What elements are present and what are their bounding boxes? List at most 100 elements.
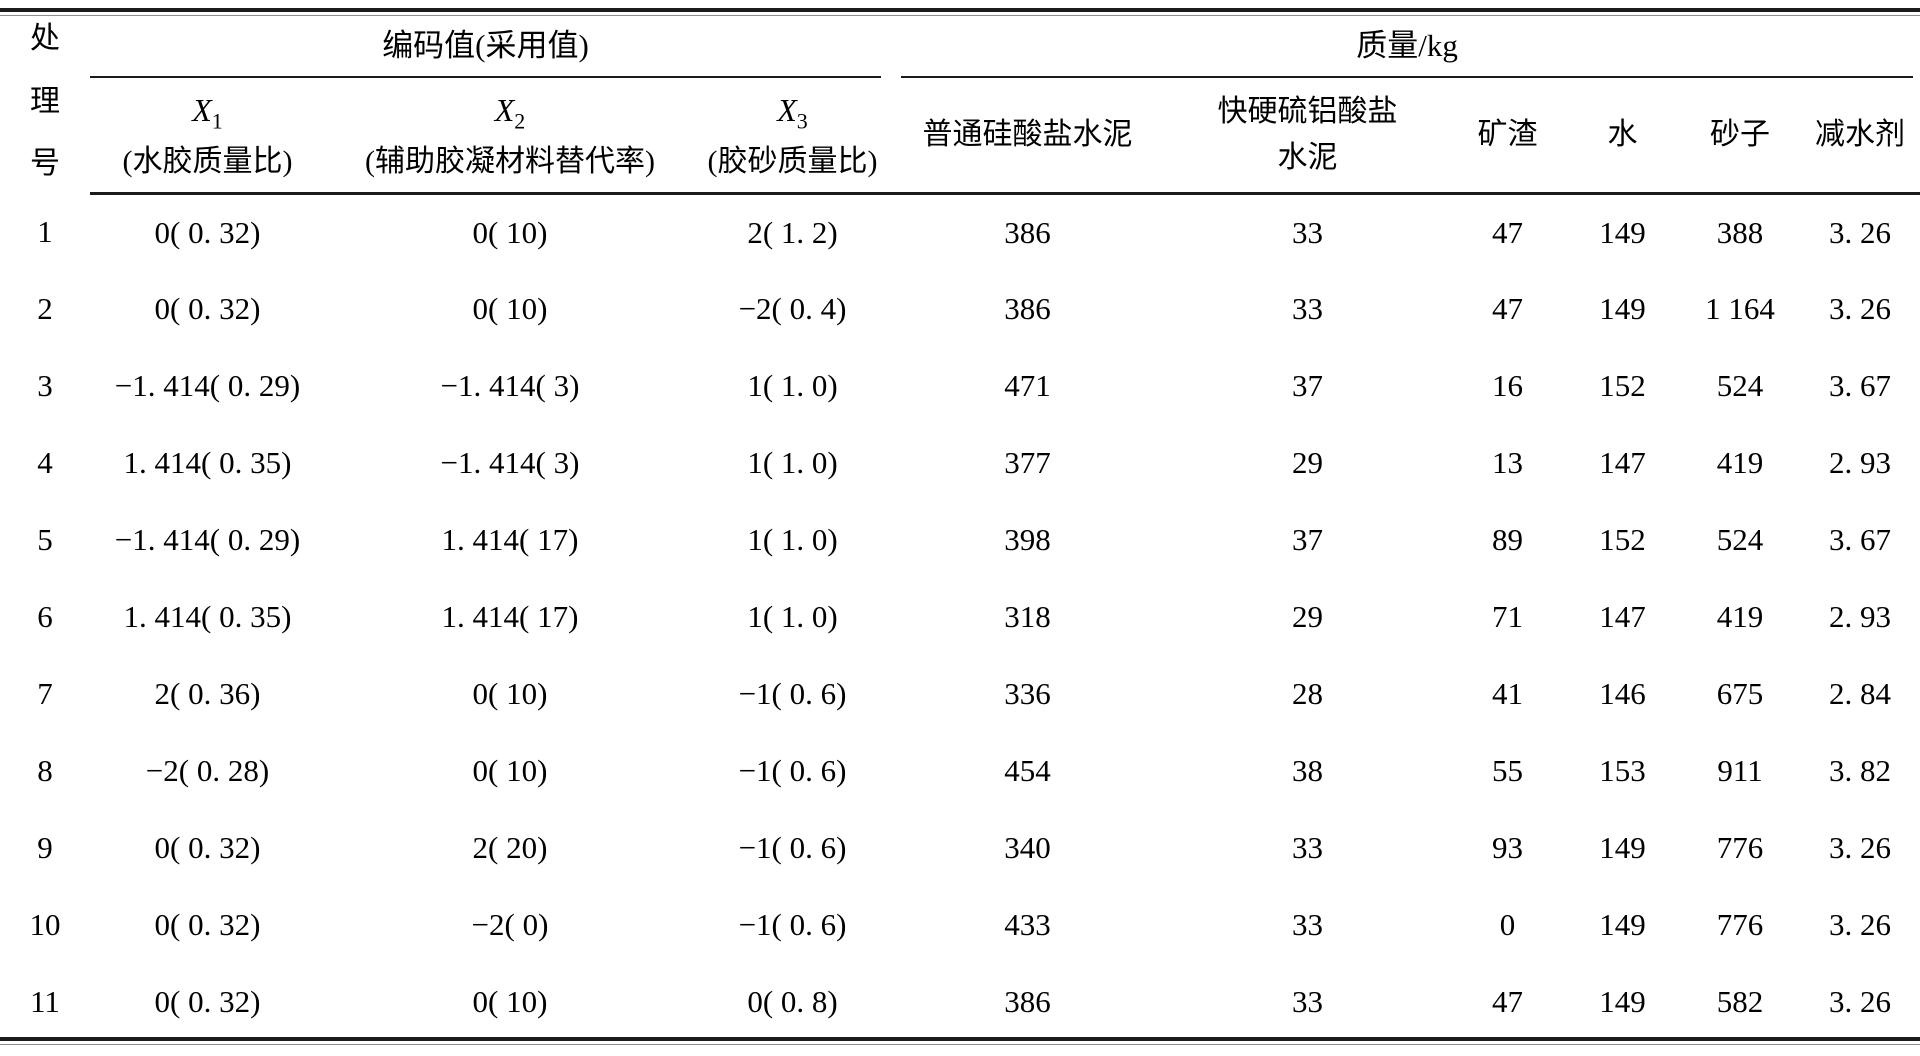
header-x1-symbol: X1 xyxy=(192,92,223,134)
cell-slag: 47 xyxy=(1492,214,1524,250)
group-header-mass-kg-label: 质量/kg xyxy=(901,16,1914,78)
cell-opc-cement: 386 xyxy=(1004,291,1051,327)
cell-x2: −2( 0) xyxy=(471,907,549,943)
table-row: 5 −1. 414( 0. 29) 1. 414( 17) 1( 1. 0) 398 37… xyxy=(0,502,1920,579)
cell-water: 147 xyxy=(1599,599,1646,635)
cell-x1: 0( 0. 32) xyxy=(154,830,261,866)
cell-x2: 1. 414( 17) xyxy=(441,522,579,558)
header-x2-label: (辅助胶凝材料替代率) xyxy=(365,144,655,178)
header-treatment-char: 处 xyxy=(30,22,60,55)
cell-water-reducer: 2. 93 xyxy=(1829,599,1892,635)
cell-water: 149 xyxy=(1599,984,1646,1020)
table-row: 6 1. 414( 0. 35) 1. 414( 17) 1( 1. 0) 318 29 7… xyxy=(0,579,1920,656)
cell-opc-cement: 340 xyxy=(1004,830,1051,866)
cell-water-reducer: 3. 67 xyxy=(1829,368,1892,404)
cell-x3: 1( 1. 0) xyxy=(747,368,838,404)
cell-water-reducer: 3. 67 xyxy=(1829,522,1892,558)
cell-slag: 47 xyxy=(1492,291,1524,327)
group-header-coded-values: 编码值(采用值) xyxy=(90,16,890,78)
cell-opc-cement: 377 xyxy=(1004,445,1051,481)
cell-slag: 16 xyxy=(1492,368,1524,404)
cell-water-reducer: 3. 26 xyxy=(1829,984,1892,1020)
cell-water-reducer: 3. 82 xyxy=(1829,753,1892,789)
cell-x3: 1( 1. 0) xyxy=(747,445,838,481)
cell-csa-cement: 29 xyxy=(1292,599,1324,635)
cell-csa-cement: 37 xyxy=(1292,522,1324,558)
cell-x1: −2( 0. 28) xyxy=(145,753,270,789)
cell-water-reducer: 3. 26 xyxy=(1829,291,1892,327)
table-bottom-rule xyxy=(0,1037,1920,1041)
cell-sand: 675 xyxy=(1716,676,1764,712)
table-row: 7 2( 0. 36) 0( 10) −1( 0. 6) 336 28 41 146 675 2.… xyxy=(0,656,1920,733)
cell-opc-cement: 454 xyxy=(1004,753,1051,789)
cell-sand: 419 xyxy=(1716,445,1764,481)
header-x1-label: (水胶质量比) xyxy=(122,144,293,178)
cell-x2: −1. 414( 3) xyxy=(440,445,580,481)
cell-treatment-no: 4 xyxy=(37,445,53,481)
cell-treatment-no: 5 xyxy=(37,522,53,558)
cell-csa-cement: 28 xyxy=(1292,676,1324,712)
header-opc-cement: 普通硅酸盐水泥 xyxy=(890,78,1166,195)
table-row: 8 −2( 0. 28) 0( 10) −1( 0. 6) 454 38 55 153 911 3… xyxy=(0,733,1920,810)
cell-slag: 93 xyxy=(1492,830,1524,866)
cell-x1: 0( 0. 32) xyxy=(154,907,261,943)
header-x2-symbol: X2 xyxy=(494,92,526,134)
table-row: 11 0( 0. 32) 0( 10) 0( 0. 8) 386 33 47 149 582 3.… xyxy=(0,964,1920,1041)
cell-opc-cement: 386 xyxy=(1004,214,1051,250)
header-x3: X3 (胶砂质量比) xyxy=(695,78,891,195)
cell-treatment-no: 7 xyxy=(37,676,53,712)
header-water: 水 xyxy=(1565,78,1681,195)
table-row: 4 1. 414( 0. 35) −1. 414( 3) 1( 1. 0) 377 29 1… xyxy=(0,425,1920,502)
cell-water: 149 xyxy=(1599,830,1646,866)
cell-sand: 419 xyxy=(1716,599,1764,635)
table-bottom-rule-thin xyxy=(0,1044,1920,1045)
cell-x1: 0( 0. 32) xyxy=(154,214,261,250)
cell-water-reducer: 3. 26 xyxy=(1829,830,1892,866)
cell-water-reducer: 3. 26 xyxy=(1829,214,1892,250)
cell-x2: 0( 10) xyxy=(472,984,548,1020)
cell-treatment-no: 6 xyxy=(37,599,53,635)
table-top-rule-thin xyxy=(0,15,1920,16)
header-x3-symbol: X3 xyxy=(777,92,808,134)
header-slag: 矿渣 xyxy=(1450,78,1566,195)
table-row: 10 0( 0. 32) −2( 0) −1( 0. 6) 433 33 0 149 776 3.… xyxy=(0,887,1920,964)
cell-slag: 71 xyxy=(1492,599,1524,635)
cell-csa-cement: 37 xyxy=(1292,368,1324,404)
table-top-rule xyxy=(0,8,1920,12)
cell-sand: 388 xyxy=(1716,214,1764,250)
header-treatment-char: 号 xyxy=(30,147,60,180)
cell-sand: 776 xyxy=(1716,830,1764,866)
cell-x3: −2( 0. 4) xyxy=(738,291,847,327)
cell-x3: 1( 1. 0) xyxy=(747,522,838,558)
header-x1: X1 (水胶质量比) xyxy=(90,78,325,195)
header-sand: 砂子 xyxy=(1680,78,1801,195)
table-body: 1 0( 0. 32) 0( 10) 2( 1. 2) 386 33 47 149 388 3. … xyxy=(0,194,1920,1041)
cell-water: 152 xyxy=(1599,368,1646,404)
cell-sand: 911 xyxy=(1717,753,1763,789)
cell-x1: 2( 0. 36) xyxy=(154,676,261,712)
cell-opc-cement: 433 xyxy=(1004,907,1051,943)
cell-treatment-no: 10 xyxy=(29,907,61,943)
header-x3-label: (胶砂质量比) xyxy=(707,144,878,178)
cell-x3: 1( 1. 0) xyxy=(747,599,838,635)
cell-x3: 2( 1. 2) xyxy=(747,214,838,250)
cell-slag: 0 xyxy=(1499,907,1516,943)
cell-sand: 524 xyxy=(1716,522,1764,558)
mix-design-table: 处 理 号 编码值(采用值) 质量/kg X1 (水胶质量比) xyxy=(0,16,1920,1041)
cell-csa-cement: 33 xyxy=(1292,984,1324,1020)
cell-x2: 1. 414( 17) xyxy=(441,599,579,635)
cell-x2: 0( 10) xyxy=(472,753,548,789)
cell-x1: 1. 414( 0. 35) xyxy=(123,599,292,635)
cell-x1: 0( 0. 32) xyxy=(154,984,261,1020)
cell-opc-cement: 386 xyxy=(1004,984,1051,1020)
cell-slag: 41 xyxy=(1492,676,1524,712)
cell-csa-cement: 33 xyxy=(1292,830,1324,866)
cell-water: 149 xyxy=(1599,907,1646,943)
cell-csa-cement: 38 xyxy=(1292,753,1324,789)
cell-x3: −1( 0. 6) xyxy=(738,907,847,943)
cell-x1: 0( 0. 32) xyxy=(154,291,261,327)
cell-slag: 47 xyxy=(1492,984,1524,1020)
table-row: 9 0( 0. 32) 2( 20) −1( 0. 6) 340 33 93 149 776 3.… xyxy=(0,810,1920,887)
cell-treatment-no: 9 xyxy=(37,830,53,866)
